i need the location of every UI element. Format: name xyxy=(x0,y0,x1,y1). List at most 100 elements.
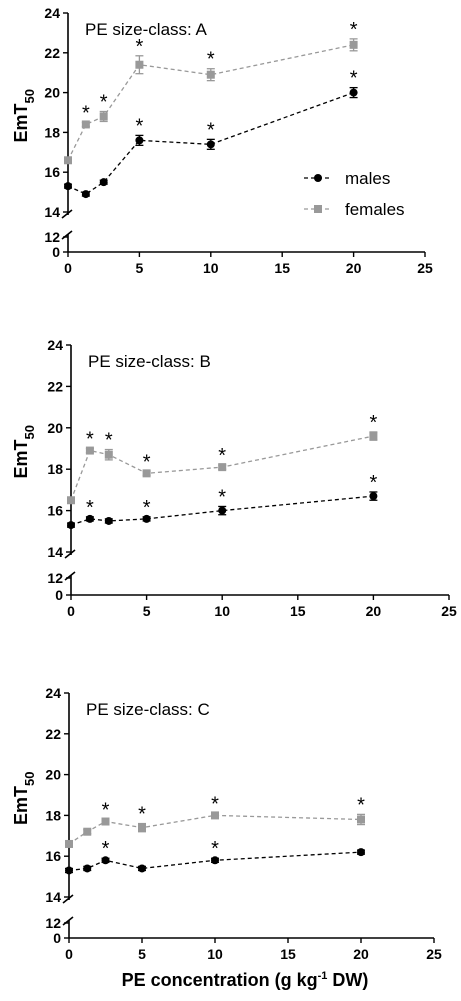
series-males: * * xyxy=(65,838,365,875)
data-point-males xyxy=(85,514,94,523)
significance-marker: * xyxy=(350,19,358,41)
x-tick-label: 5 xyxy=(136,260,144,276)
significance-marker: * xyxy=(143,497,151,519)
data-point-males xyxy=(135,136,144,145)
data-point-females xyxy=(65,839,73,848)
data-point-males xyxy=(64,182,72,191)
y-axis-label: EmT50 xyxy=(11,425,37,478)
legend-label: females xyxy=(345,200,405,219)
y-axis-label: EmT50 xyxy=(11,772,37,825)
significance-marker: * xyxy=(82,102,90,124)
data-point-males xyxy=(218,506,227,515)
data-point-males xyxy=(206,140,215,149)
y-tick-label: 0 xyxy=(53,930,61,946)
y-tick-label: 16 xyxy=(47,503,63,519)
data-point-females xyxy=(211,811,219,820)
significance-marker: * xyxy=(86,429,94,451)
significance-marker: * xyxy=(207,119,215,141)
significance-marker: * xyxy=(207,49,215,71)
y-tick-label: 14 xyxy=(47,544,63,560)
series-line-females xyxy=(67,44,354,161)
axis-break-mark xyxy=(64,549,76,559)
data-point-females xyxy=(101,817,110,826)
significance-marker: * xyxy=(138,804,146,826)
y-tick-label: 20 xyxy=(47,420,63,436)
y-tick-label: 14 xyxy=(44,204,60,220)
x-tick-label: 5 xyxy=(143,603,151,619)
y-tick-label: 20 xyxy=(45,767,61,783)
data-point-females xyxy=(357,815,365,824)
significance-marker: * xyxy=(370,412,378,434)
data-point-males xyxy=(138,864,146,873)
x-tick-label: 20 xyxy=(366,603,382,619)
panel-title: PE size-class: B xyxy=(88,352,211,371)
x-tick-label: 0 xyxy=(67,603,75,619)
data-point-males xyxy=(65,866,73,875)
y-tick-label: 24 xyxy=(44,5,60,21)
y-tick-label: 0 xyxy=(52,244,60,260)
x-tick-label: 20 xyxy=(346,260,362,276)
significance-marker: * xyxy=(86,497,94,519)
y-tick-label: 18 xyxy=(45,807,61,823)
y-tick-label: 22 xyxy=(45,726,61,742)
legend-item-males: males xyxy=(304,169,390,188)
series-females: * * * * * xyxy=(67,412,378,505)
x-tick-label: 15 xyxy=(290,603,306,619)
x-tick-label: 10 xyxy=(214,603,230,619)
x-tick-label: 10 xyxy=(203,260,219,276)
significance-marker: * xyxy=(105,430,113,452)
legend-item-females: females xyxy=(304,200,405,219)
panel-title: PE size-class: C xyxy=(86,700,210,719)
y-tick-label: 18 xyxy=(44,124,60,140)
data-point-females xyxy=(81,120,90,129)
series-line-females xyxy=(68,814,362,845)
x-tick-label: 15 xyxy=(274,260,290,276)
legend-label: males xyxy=(345,169,390,188)
x-tick-label: 10 xyxy=(207,946,223,962)
y-tick-label: 12 xyxy=(44,229,60,245)
data-point-males xyxy=(81,190,90,199)
significance-marker: * xyxy=(102,838,110,860)
x-tick-label: 25 xyxy=(417,260,433,276)
y-tick-label: 12 xyxy=(45,915,61,931)
y-tick-label: 20 xyxy=(44,85,60,101)
y-tick-label: 24 xyxy=(47,337,63,353)
data-point-females xyxy=(83,827,92,836)
x-axis-label: PE concentration (g kg-1 DW) xyxy=(122,970,369,990)
significance-marker: * xyxy=(100,92,108,114)
data-point-males xyxy=(101,856,110,865)
data-point-females xyxy=(99,112,108,121)
x-tick-label: 0 xyxy=(64,260,72,276)
significance-marker: * xyxy=(143,451,151,473)
significance-marker: * xyxy=(102,799,110,821)
data-point-females xyxy=(138,823,146,832)
significance-marker: * xyxy=(350,68,358,90)
legend-marker xyxy=(314,174,322,182)
significance-marker: * xyxy=(136,36,144,58)
series-line-females xyxy=(70,435,374,501)
significance-marker: * xyxy=(211,793,219,815)
legend-marker xyxy=(314,205,322,213)
panel-title: PE size-class: A xyxy=(85,20,208,39)
x-tick-label: 25 xyxy=(441,603,457,619)
axis-break-mark xyxy=(62,916,74,926)
y-tick-label: 22 xyxy=(47,378,63,394)
chart-panel-3: 012 14 16 18 20 22 24 0 5 10 15 20 25 EmT50 PE size-cl… xyxy=(11,685,442,962)
data-point-males xyxy=(104,516,113,525)
y-tick-label: 22 xyxy=(44,45,60,61)
y-tick-label: 24 xyxy=(45,685,61,701)
x-tick-label: 25 xyxy=(426,946,442,962)
data-point-females xyxy=(142,469,151,478)
significance-marker: * xyxy=(218,486,226,508)
significance-marker: * xyxy=(370,472,378,494)
y-tick-label: 0 xyxy=(55,587,63,603)
data-point-females xyxy=(64,156,72,165)
legend: males females xyxy=(304,169,405,219)
y-tick-label: 12 xyxy=(47,570,63,586)
series-males: * * * xyxy=(64,68,358,199)
y-tick-label: 16 xyxy=(44,164,60,180)
x-tick-label: 15 xyxy=(280,946,296,962)
axis-break-mark xyxy=(62,894,74,904)
significance-marker: * xyxy=(211,838,219,860)
